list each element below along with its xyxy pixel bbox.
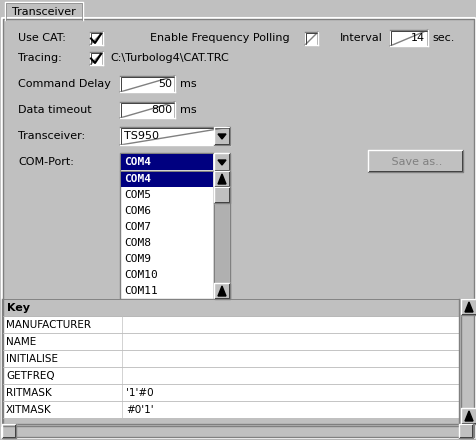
Text: Save as..: Save as..	[387, 157, 441, 167]
Bar	[460, 299, 476, 424]
Bar	[304, 32, 317, 45]
Bar	[214, 187, 229, 203]
Text: COM10: COM10	[124, 270, 158, 280]
Bar	[5, 2, 83, 20]
Text: Data timeout: Data timeout	[18, 105, 91, 115]
Bar	[90, 52, 103, 65]
Bar	[367, 150, 462, 172]
Text: RITMASK: RITMASK	[6, 388, 51, 398]
Text: Enable Frequency Polling: Enable Frequency Polling	[149, 33, 289, 43]
Bar	[121, 154, 213, 170]
Bar	[214, 153, 229, 171]
Bar	[371, 154, 385, 168]
Text: XITMASK: XITMASK	[6, 405, 51, 415]
Bar	[121, 172, 213, 187]
Bar	[120, 171, 214, 299]
Text: COM4: COM4	[124, 174, 151, 184]
Text: COM11: COM11	[124, 286, 158, 296]
Bar	[0, 0, 476, 20]
Text: 50: 50	[158, 79, 172, 89]
Bar	[214, 127, 229, 145]
Bar	[214, 171, 229, 187]
Bar	[2, 424, 16, 438]
Bar	[2, 350, 458, 367]
Bar	[120, 102, 175, 118]
Polygon shape	[218, 286, 226, 296]
Bar	[2, 424, 474, 438]
Text: ms: ms	[179, 105, 196, 115]
Bar	[120, 127, 229, 145]
Text: GETFREQ: GETFREQ	[6, 371, 55, 381]
Text: 14: 14	[410, 33, 424, 43]
Text: COM8: COM8	[124, 238, 151, 248]
Text: COM9: COM9	[124, 254, 151, 264]
Text: '1'#0: '1'#0	[126, 388, 153, 398]
Bar	[120, 76, 175, 92]
Bar	[2, 299, 458, 316]
Text: Use CAT:: Use CAT:	[18, 33, 66, 43]
Text: INITIALISE: INITIALISE	[6, 354, 58, 364]
Bar	[90, 32, 103, 45]
Text: Command Delay: Command Delay	[18, 79, 110, 89]
Bar	[214, 283, 229, 299]
Text: TS950: TS950	[124, 131, 159, 141]
Bar	[2, 367, 458, 384]
Text: Tracing:: Tracing:	[18, 53, 61, 63]
Bar	[2, 401, 458, 418]
Bar	[120, 153, 214, 171]
Text: MANUFACTURER: MANUFACTURER	[6, 320, 91, 330]
Polygon shape	[218, 174, 226, 184]
Text: COM-Port:: COM-Port:	[18, 157, 74, 167]
Bar	[215, 203, 228, 283]
Bar	[2, 333, 458, 350]
Bar	[460, 299, 476, 315]
Text: sec.: sec.	[431, 33, 454, 43]
Text: COM4: COM4	[124, 157, 151, 167]
Polygon shape	[218, 160, 226, 165]
Text: Interval: Interval	[339, 33, 382, 43]
Text: COM7: COM7	[124, 222, 151, 232]
Bar	[460, 408, 476, 424]
Text: C:\Turbolog4\CAT.TRC: C:\Turbolog4\CAT.TRC	[110, 53, 228, 63]
Polygon shape	[464, 411, 472, 421]
Text: Transceiver:: Transceiver:	[18, 131, 85, 141]
Text: ms: ms	[179, 79, 196, 89]
Bar	[2, 384, 458, 401]
Text: Transceiver: Transceiver	[12, 7, 76, 17]
Bar	[458, 424, 472, 438]
Bar	[2, 316, 458, 333]
Text: 800: 800	[150, 105, 172, 115]
Text: Key: Key	[7, 303, 30, 313]
Polygon shape	[218, 134, 226, 139]
Text: #0'1': #0'1'	[126, 405, 153, 415]
Polygon shape	[464, 302, 472, 312]
Bar	[214, 171, 229, 299]
Text: COM6: COM6	[124, 206, 151, 216]
Text: COM5: COM5	[124, 190, 151, 200]
Text: NAME: NAME	[6, 337, 36, 347]
Bar	[389, 30, 427, 46]
